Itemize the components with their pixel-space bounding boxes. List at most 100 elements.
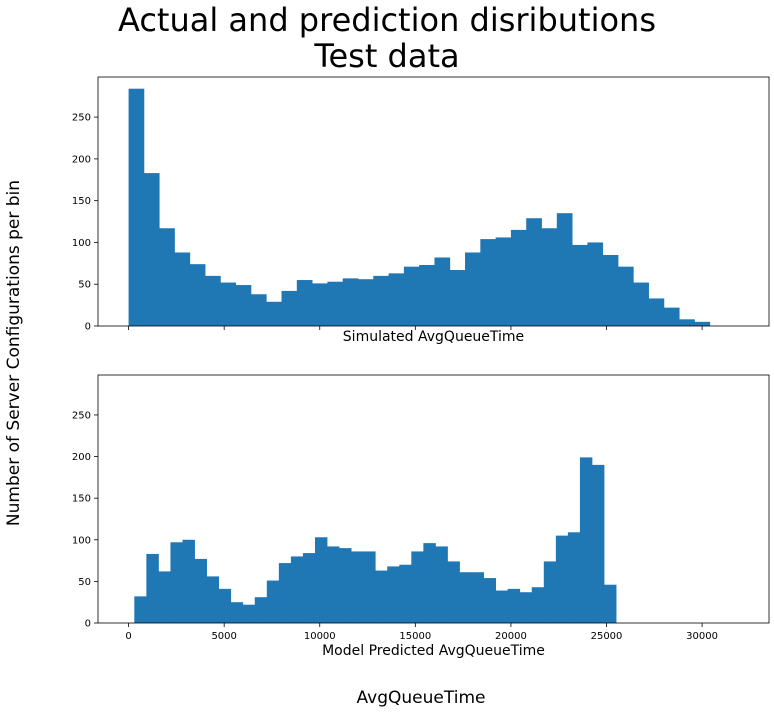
histogram-bar bbox=[205, 275, 221, 326]
histogram-bar bbox=[531, 587, 545, 623]
x-tick-label: 20000 bbox=[495, 631, 527, 642]
y-tick-label: 200 bbox=[72, 452, 91, 463]
histogram-bar bbox=[158, 571, 171, 623]
histogram-bar bbox=[351, 551, 364, 623]
histogram-bar bbox=[591, 464, 605, 623]
histogram-bar bbox=[327, 546, 340, 623]
histogram-bar bbox=[266, 301, 282, 326]
x-axis-label: Model Predicted AvgQueueTime bbox=[322, 643, 545, 659]
histogram-bar bbox=[189, 264, 206, 326]
histogram-bar bbox=[483, 578, 497, 623]
histogram-bar bbox=[266, 580, 280, 623]
histogram-bar bbox=[281, 290, 298, 326]
histogram-bar bbox=[128, 88, 145, 326]
histogram-bar bbox=[526, 218, 542, 326]
histogram-bar bbox=[556, 213, 573, 326]
histogram-bar bbox=[159, 228, 175, 326]
figure-supylabel: Number of Server Configurations per bin bbox=[4, 179, 25, 527]
histogram-bar bbox=[373, 275, 389, 326]
histogram-bar bbox=[419, 265, 435, 326]
histogram-bar bbox=[399, 564, 412, 623]
y-tick-label: 100 bbox=[72, 535, 91, 546]
y-tick-label: 250 bbox=[72, 113, 91, 124]
histogram-bar bbox=[541, 228, 558, 326]
y-tick-label: 150 bbox=[72, 494, 91, 505]
histogram-bar bbox=[278, 563, 292, 623]
histogram-bar bbox=[235, 285, 252, 326]
histogram-bar bbox=[387, 566, 400, 623]
y-tick-label: 50 bbox=[78, 577, 91, 588]
histogram-bar bbox=[519, 592, 533, 623]
histogram-bar bbox=[170, 542, 183, 623]
histogram-bar bbox=[357, 279, 374, 326]
histogram-bar bbox=[411, 551, 424, 623]
histogram-bar bbox=[694, 321, 711, 326]
histogram-bar bbox=[242, 604, 256, 623]
x-tick-label: 25000 bbox=[591, 631, 623, 642]
histogram-bar bbox=[495, 590, 509, 623]
histogram-bar bbox=[471, 572, 484, 623]
histogram-bar bbox=[327, 281, 344, 326]
histogram-bar bbox=[633, 282, 649, 326]
y-tick-label: 0 bbox=[85, 322, 91, 333]
histogram-bar bbox=[375, 570, 388, 623]
histogram-bar bbox=[555, 535, 569, 623]
y-tick-label: 150 bbox=[72, 196, 91, 207]
histogram-bar bbox=[543, 561, 557, 623]
histogram-bar bbox=[254, 597, 268, 623]
histogram-bar bbox=[194, 558, 207, 623]
histogram-bar bbox=[510, 229, 527, 326]
histogram-bar bbox=[679, 319, 695, 326]
y-tick-label: 50 bbox=[78, 280, 91, 291]
y-tick-label: 100 bbox=[72, 238, 91, 249]
histogram-bar bbox=[434, 257, 451, 326]
histogram-bar bbox=[459, 572, 472, 623]
histogram-bar bbox=[143, 173, 160, 326]
histogram-bar bbox=[447, 561, 460, 623]
histogram-bar bbox=[572, 244, 588, 326]
y-tick-label: 200 bbox=[72, 154, 91, 165]
histogram-bar bbox=[495, 237, 512, 326]
x-tick-label: 0 bbox=[125, 631, 131, 642]
histogram-bar bbox=[312, 283, 328, 326]
histogram-bar bbox=[134, 596, 147, 623]
histogram-bar bbox=[302, 553, 316, 623]
histogram-bar bbox=[648, 298, 665, 326]
axes-frame bbox=[97, 374, 770, 624]
figure-supxlabel: AvgQueueTime bbox=[356, 688, 486, 708]
histogram-bar bbox=[182, 539, 195, 623]
histogram-bar bbox=[218, 588, 232, 623]
histogram-bar bbox=[567, 532, 581, 623]
x-tick-label: 30000 bbox=[686, 631, 718, 642]
histogram-bar bbox=[314, 537, 328, 623]
histogram-bar bbox=[339, 548, 352, 623]
histogram-bar bbox=[617, 266, 634, 326]
axes-frame bbox=[97, 76, 770, 327]
y-tick-label: 250 bbox=[72, 410, 91, 421]
histogram-bar bbox=[290, 556, 304, 623]
histogram-bar bbox=[449, 270, 466, 326]
histogram-bar bbox=[206, 576, 220, 623]
histogram-bar bbox=[465, 252, 481, 326]
figure-title-line2: Test data bbox=[314, 37, 460, 75]
histogram-bar bbox=[604, 584, 617, 623]
histogram-bar bbox=[174, 252, 191, 326]
histogram-bar bbox=[587, 242, 604, 326]
histogram-bar bbox=[342, 278, 359, 326]
histogram-bar bbox=[230, 602, 244, 623]
histogram-bar bbox=[146, 553, 159, 623]
histogram-bar bbox=[363, 551, 376, 623]
x-tick-label: 5000 bbox=[211, 631, 236, 642]
histogram-bar bbox=[602, 254, 619, 326]
y-tick-label: 0 bbox=[85, 619, 91, 630]
histogram-bar bbox=[296, 280, 313, 326]
histogram-bar bbox=[403, 266, 420, 326]
x-tick-label: 15000 bbox=[399, 631, 431, 642]
x-tick-label: 10000 bbox=[304, 631, 336, 642]
histogram-bar bbox=[220, 282, 237, 326]
histogram-bar bbox=[250, 294, 267, 326]
histogram-bar bbox=[388, 273, 405, 326]
histogram-bar bbox=[423, 543, 436, 623]
figure-title-line1: Actual and prediction disributions bbox=[118, 1, 656, 39]
